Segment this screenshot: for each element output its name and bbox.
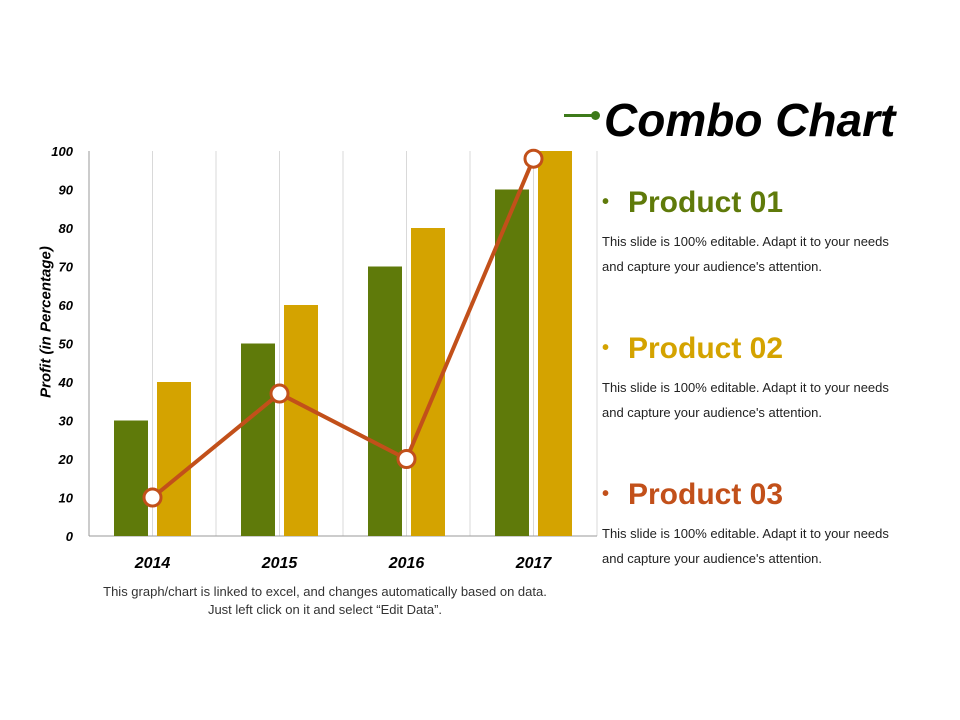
- bar-product-01-2014: [114, 420, 148, 536]
- y-tick-label: 70: [59, 260, 74, 275]
- page-title-group: Combo Chart: [562, 92, 942, 148]
- y-tick-label: 0: [66, 529, 74, 544]
- y-tick-label: 100: [51, 144, 73, 159]
- y-tick-label: 40: [58, 375, 74, 390]
- y-tick-label: 80: [59, 221, 74, 236]
- y-tick-label: 30: [59, 414, 74, 429]
- product-03-name: Product 03: [628, 478, 784, 511]
- bullet-icon: •: [602, 483, 610, 505]
- product-01-description: This slide is 100% editable. Adapt it to…: [602, 234, 889, 274]
- bar-product-01-2016: [368, 266, 402, 536]
- line-point-2016: [396, 449, 417, 469]
- line-point-2015: [269, 383, 290, 404]
- y-tick-label: 50: [59, 337, 74, 352]
- y-tick-label: 90: [59, 183, 74, 198]
- bar-product-02-2017: [538, 151, 572, 536]
- line-point-2014: [142, 487, 163, 508]
- product-02-name: Product 02: [628, 332, 784, 365]
- product-02-description: This slide is 100% editable. Adapt it to…: [602, 380, 889, 420]
- product-03-block: • Product 03 This slide is 100% editable.…: [602, 476, 902, 571]
- bullet-icon: •: [602, 191, 610, 213]
- x-tick-label: 2017: [515, 555, 553, 572]
- product-01-heading: • Product 01: [602, 184, 902, 221]
- bar-product-02-2014: [157, 382, 191, 536]
- y-tick-label: 20: [58, 452, 74, 467]
- y-tick-label: 10: [59, 491, 74, 506]
- product-02-heading: • Product 02: [602, 330, 902, 367]
- x-tick-label: 2015: [261, 555, 299, 572]
- bullet-icon: •: [602, 337, 610, 359]
- line-series-product-03: [151, 157, 536, 500]
- line-point-2017: [523, 148, 544, 169]
- y-tick-label: 60: [59, 298, 74, 313]
- bar-product-01-2017: [495, 189, 529, 536]
- chart-footnote: This graph/chart is linked to excel, and…: [103, 584, 547, 617]
- title-accent-dot: [591, 111, 600, 120]
- x-tick-label: 2014: [134, 555, 171, 572]
- product-01-name: Product 01: [628, 186, 784, 219]
- product-03-heading: • Product 03: [602, 476, 902, 513]
- product-02-block: • Product 02 This slide is 100% editable.…: [602, 330, 902, 425]
- product-01-block: • Product 01 This slide is 100% editable.…: [602, 184, 902, 279]
- bar-product-01-2015: [241, 343, 275, 536]
- y-axis-label: Profit (in Percentage): [37, 246, 55, 398]
- bar-product-02-2015: [284, 305, 318, 536]
- x-tick-label: 2016: [388, 555, 425, 572]
- page-title: Combo Chart: [604, 94, 896, 146]
- product-03-description: This slide is 100% editable. Adapt it to…: [602, 526, 889, 566]
- title-accent-line: [564, 114, 594, 117]
